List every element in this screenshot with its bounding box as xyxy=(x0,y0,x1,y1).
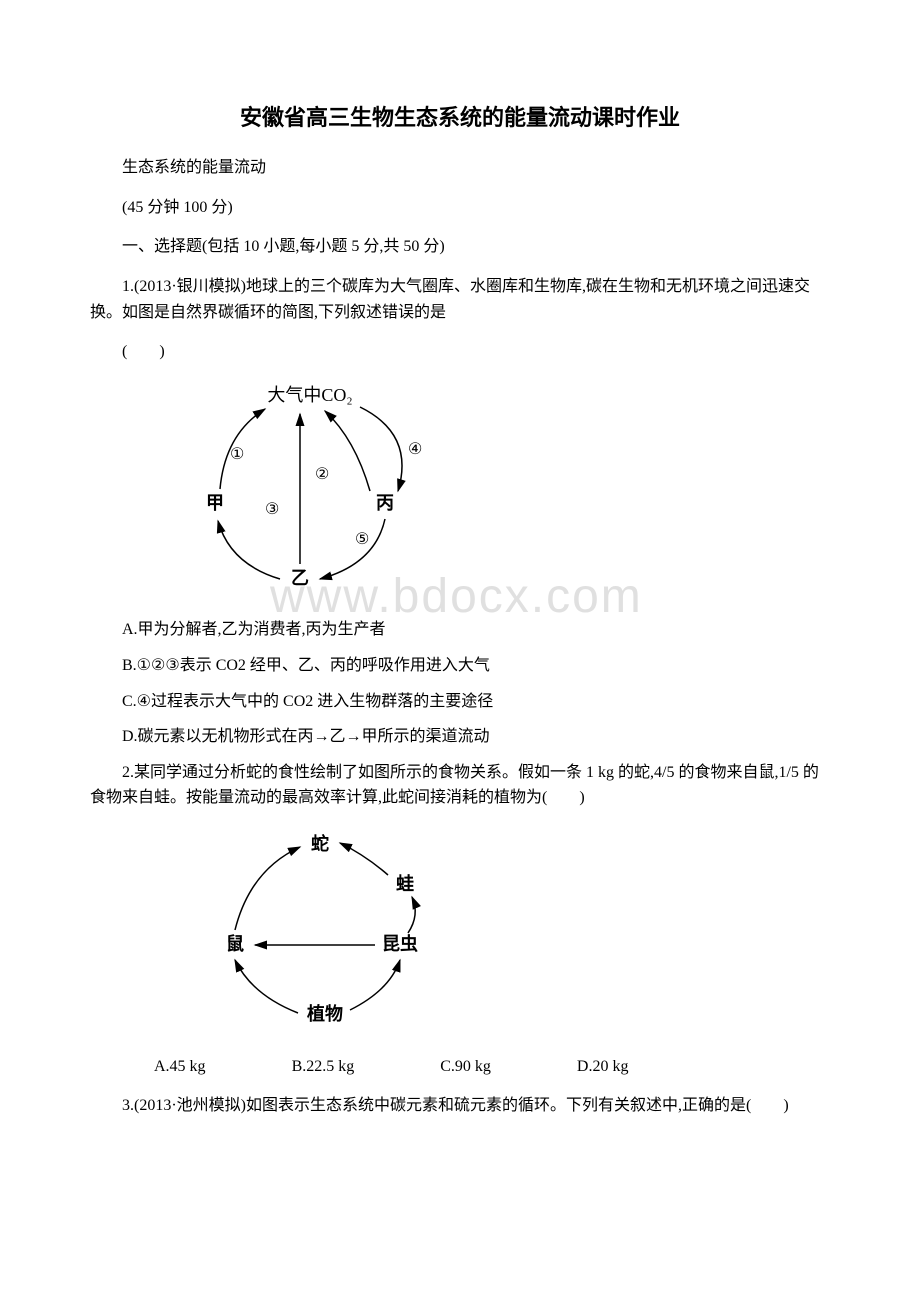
q1-stem: 1.(2013·银川模拟)地球上的三个碳库为大气圈库、水圈库和生物库,碳在生物和… xyxy=(90,274,830,325)
node-bing: 丙 xyxy=(376,493,394,513)
node-plant: 植物 xyxy=(307,1003,343,1024)
q2-option-c: C.90 kg xyxy=(408,1054,491,1080)
q2-options: A.45 kg B.22.5 kg C.90 kg D.20 kg xyxy=(90,1054,830,1080)
node-insect: 昆虫 xyxy=(382,933,418,954)
q1-option-a: A.甲为分解者,乙为消费者,丙为生产者 xyxy=(90,617,830,643)
q2-diagram: 蛇 蛙 昆虫 植物 鼠 xyxy=(180,825,830,1044)
diagram-top-label: 大气中CO₂ xyxy=(267,385,352,405)
arrow-label-3: ③ xyxy=(265,501,279,518)
q2-option-a: A.45 kg xyxy=(122,1054,206,1080)
q2-option-b: B.22.5 kg xyxy=(260,1054,355,1080)
arrow-label-1: ① xyxy=(230,446,244,463)
node-frog: 蛙 xyxy=(396,874,414,894)
arrow-label-2: ② xyxy=(315,466,329,483)
node-mouse: 鼠 xyxy=(226,933,244,954)
page-title: 安徽省高三生物生态系统的能量流动课时作业 xyxy=(90,100,830,135)
arrow-label-5: ⑤ xyxy=(355,531,369,548)
q1-option-d: D.碳元素以无机物形式在丙→乙→甲所示的渠道流动 xyxy=(90,724,830,750)
q1-option-b: B.①②③表示 CO2 经甲、乙、丙的呼吸作用进入大气 xyxy=(90,653,830,679)
subtitle: 生态系统的能量流动 xyxy=(90,155,830,181)
q1-option-c: C.④过程表示大气中的 CO2 进入生物群落的主要途径 xyxy=(90,689,830,715)
arrow-label-4: ④ xyxy=(408,441,422,458)
section-heading: 一、选择题(包括 10 小题,每小题 5 分,共 50 分) xyxy=(90,234,830,260)
q1-diagram: 大气中CO₂ 甲 丙 乙 ① ② ③ ④ ⑤ www.bdocx.com xyxy=(180,379,830,608)
carbon-cycle-diagram: 大气中CO₂ 甲 丙 乙 ① ② ③ ④ ⑤ xyxy=(180,379,460,599)
duration: (45 分钟 100 分) xyxy=(90,195,830,221)
food-web-diagram: 蛇 蛙 昆虫 植物 鼠 xyxy=(180,825,480,1035)
q3-stem: 3.(2013·池州模拟)如图表示生态系统中碳元素和硫元素的循环。下列有关叙述中… xyxy=(90,1093,830,1119)
node-jia: 甲 xyxy=(206,493,224,513)
q1-paren: ( ) xyxy=(90,339,830,365)
node-yi: 乙 xyxy=(291,568,309,588)
node-snake: 蛇 xyxy=(311,833,329,854)
q2-stem: 2.某同学通过分析蛇的食性绘制了如图所示的食物关系。假如一条 1 kg 的蛇,4… xyxy=(90,760,830,811)
q2-option-d: D.20 kg xyxy=(545,1054,629,1080)
